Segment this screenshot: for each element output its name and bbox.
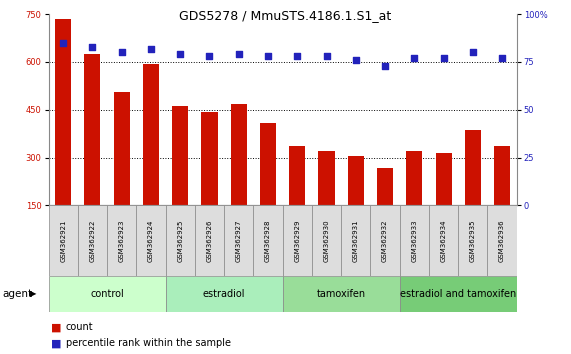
Text: GSM362926: GSM362926 [207,219,212,262]
Point [263,53,272,59]
Text: ▶: ▶ [30,289,36,298]
Text: GSM362922: GSM362922 [90,219,95,262]
Bar [136,205,166,276]
Point [439,55,448,61]
Point [146,46,155,51]
Text: percentile rank within the sample: percentile rank within the sample [66,338,231,348]
Text: GSM362927: GSM362927 [236,219,242,262]
Point [59,40,68,46]
Bar [400,276,517,312]
Text: count: count [66,322,93,332]
Text: GSM362932: GSM362932 [382,219,388,262]
Point [176,51,185,57]
Point [117,50,126,55]
Point [351,57,360,63]
Bar [166,205,195,276]
Point [322,53,331,59]
Text: GSM362929: GSM362929 [294,219,300,262]
Bar [254,205,283,276]
Bar [143,64,159,253]
Bar [319,151,335,253]
Bar [458,205,488,276]
Bar [107,205,136,276]
Point [88,44,97,50]
Point [293,53,302,59]
Text: GSM362933: GSM362933 [411,219,417,262]
Bar [400,205,429,276]
Bar [429,205,458,276]
Text: GSM362934: GSM362934 [441,219,447,262]
Text: GSM362925: GSM362925 [177,219,183,262]
Bar [312,205,341,276]
Bar [55,19,71,253]
Bar [494,147,510,253]
Point [497,55,506,61]
Point [468,50,477,55]
Text: GSM362924: GSM362924 [148,219,154,262]
Text: GSM362931: GSM362931 [353,219,359,262]
Text: GSM362930: GSM362930 [324,219,329,262]
Bar [341,205,371,276]
Bar [231,104,247,253]
Bar [377,168,393,253]
Point [205,53,214,59]
Text: GSM362936: GSM362936 [499,219,505,262]
Bar [371,205,400,276]
Bar [283,205,312,276]
Bar [289,147,305,253]
Text: ■: ■ [51,338,62,348]
Bar [49,276,166,312]
Text: GSM362921: GSM362921 [60,219,66,262]
Text: GSM362923: GSM362923 [119,219,124,262]
Bar [166,276,283,312]
Bar [78,205,107,276]
Text: GSM362928: GSM362928 [265,219,271,262]
Bar [465,130,481,253]
Point [234,51,243,57]
Text: GDS5278 / MmuSTS.4186.1.S1_at: GDS5278 / MmuSTS.4186.1.S1_at [179,9,392,22]
Text: estradiol and tamoxifen: estradiol and tamoxifen [400,289,516,299]
Text: estradiol: estradiol [203,289,246,299]
Bar [488,205,517,276]
Bar [172,106,188,253]
Text: ■: ■ [51,322,62,332]
Bar [195,205,224,276]
Text: GSM362935: GSM362935 [470,219,476,262]
Text: tamoxifen: tamoxifen [316,289,366,299]
Bar [348,156,364,253]
Bar [202,112,218,253]
Bar [49,205,78,276]
Point [410,55,419,61]
Text: agent: agent [3,289,33,299]
Bar [436,153,452,253]
Bar [407,150,423,253]
Bar [85,54,100,253]
Text: control: control [90,289,124,299]
Bar [224,205,254,276]
Bar [114,92,130,253]
Point [380,63,389,69]
Bar [283,276,400,312]
Bar [260,123,276,253]
